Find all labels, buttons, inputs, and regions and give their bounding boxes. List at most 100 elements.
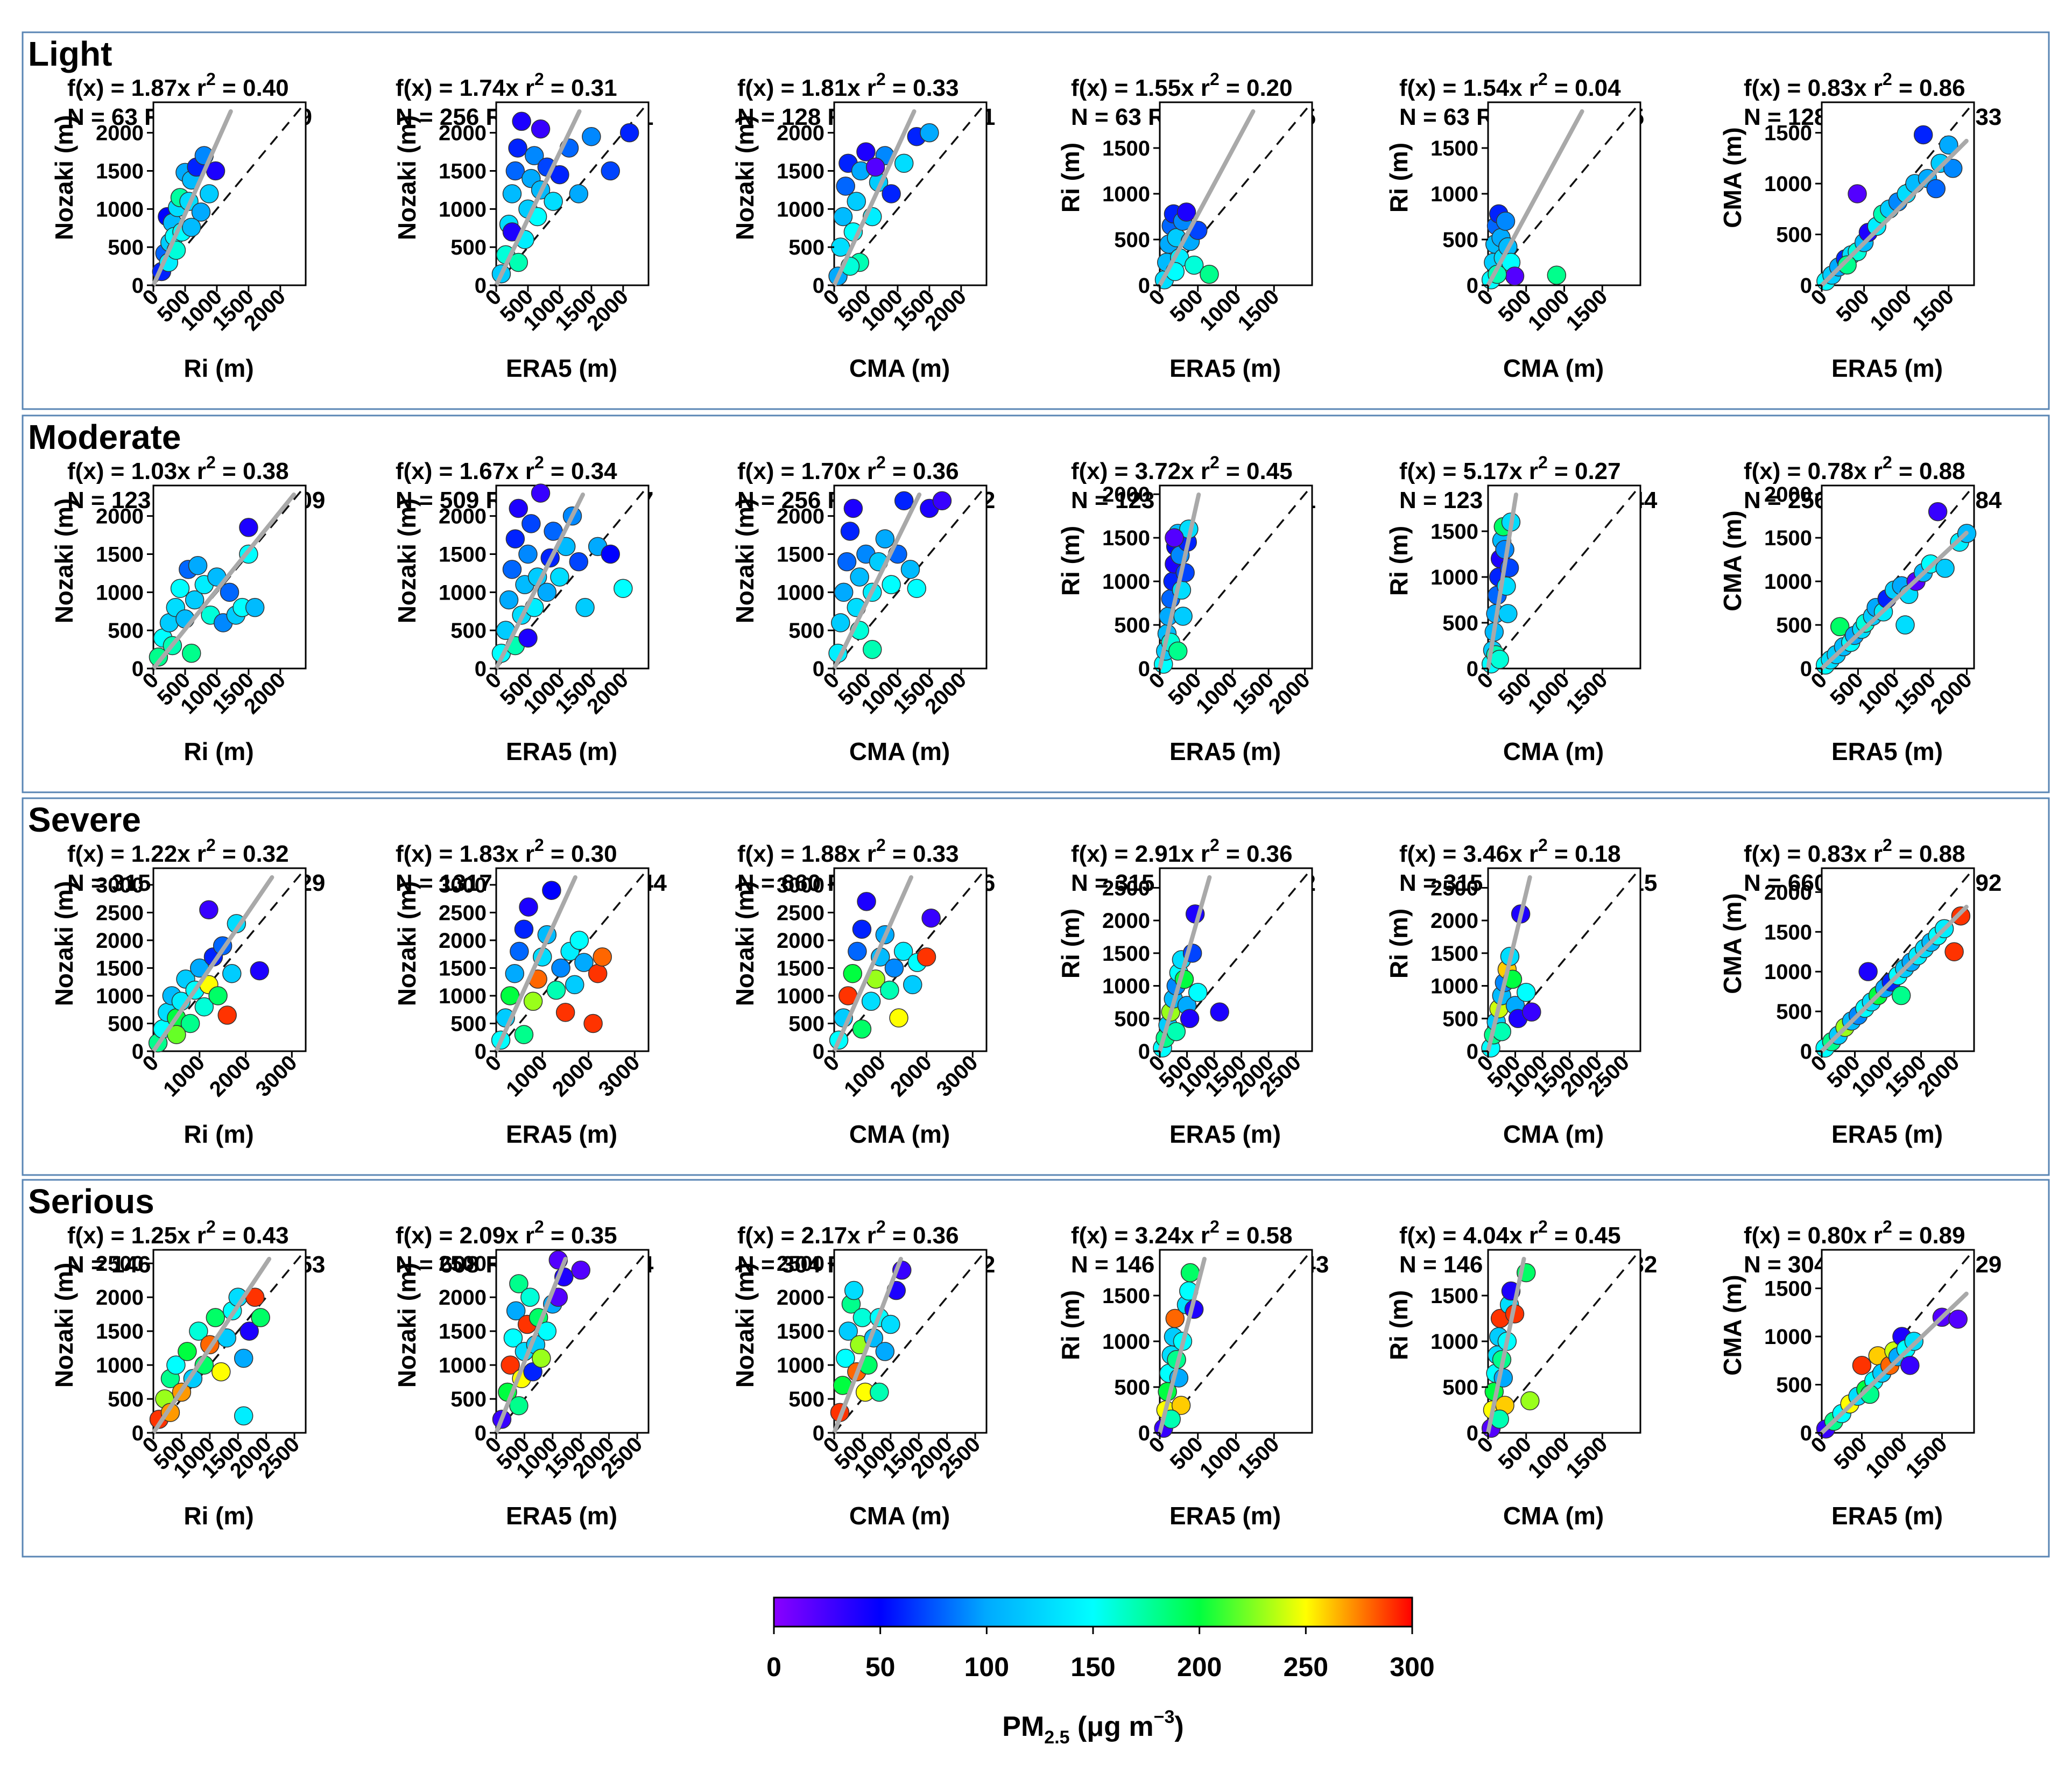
data-point (509, 1396, 528, 1416)
r-squared-exp: 2 (1210, 1217, 1220, 1236)
x-tick-label: 2000 (886, 1051, 936, 1101)
y-tick-label: 500 (108, 619, 144, 643)
y-tick-label: 1000 (439, 198, 487, 221)
x-axis-title: ERA5 (m) (1831, 354, 1943, 382)
y-tick-label: 2500 (777, 901, 824, 925)
x-axis-title: CMA (m) (1503, 1120, 1604, 1148)
y-tick-label: 1500 (1764, 122, 1812, 145)
row-title: Serious (28, 1182, 154, 1221)
data-point (1895, 615, 1915, 635)
data-point (1948, 1310, 1968, 1329)
x-axis-title: ERA5 (m) (1169, 1120, 1281, 1148)
fit-line (494, 109, 582, 287)
data-point (1848, 184, 1867, 203)
y-tick-label: 2500 (1102, 876, 1150, 900)
x-axis-title: Ri (m) (184, 737, 253, 765)
y-tick-label: 2000 (439, 505, 487, 529)
data-point (1928, 502, 1948, 522)
data-point (212, 1362, 231, 1382)
y-tick-label: 1000 (96, 198, 144, 221)
data-point (518, 544, 538, 564)
x-tick-label: 3000 (251, 1051, 302, 1101)
y-tick-label: 500 (1114, 1007, 1150, 1031)
fit-line (1158, 1257, 1207, 1435)
panel-fit-stat: f(x) = 0.78x r2 = 0.88 (1744, 453, 1965, 484)
data-point (180, 1014, 200, 1033)
x-tick-label: 1000 (1853, 668, 1904, 719)
pm25-colorbar: 0 50 100 150 200 250 300 PM2.5 (μg m−3) (766, 1596, 1435, 1748)
r-squared-value: = 0.36 (886, 1222, 959, 1249)
y-tick-label: 0 (475, 274, 487, 298)
y-tick-label: 2000 (439, 122, 487, 145)
panel-fit-stat: f(x) = 1.55x r2 = 0.20 (1071, 69, 1293, 101)
data-point (1173, 607, 1193, 626)
y-tick-label: 1500 (1764, 920, 1812, 944)
r-squared-value: = 0.33 (886, 841, 959, 867)
data-point (601, 161, 620, 181)
row-title: Light (28, 34, 112, 73)
data-point (1168, 641, 1188, 661)
r-squared-exp: 2 (1210, 69, 1220, 89)
data-point (1210, 1002, 1229, 1022)
y-tick-label: 0 (1467, 657, 1478, 681)
y-tick-label: 1500 (1430, 520, 1478, 544)
data-point (861, 991, 881, 1011)
data-point (502, 184, 522, 203)
y-tick-label: 2000 (777, 1286, 824, 1310)
panel-fit-stat: f(x) = 1.03x r2 = 0.38 (67, 453, 289, 484)
y-tick-label: 1500 (439, 543, 487, 567)
x-axis-title: CMA (m) (849, 1502, 950, 1530)
data-point (523, 991, 543, 1011)
y-axis-title: CMA (m) (1718, 510, 1746, 611)
fit-line (1486, 109, 1584, 287)
y-tick-label: 1500 (96, 956, 144, 980)
data-point (550, 567, 569, 587)
fit-line (832, 875, 914, 1053)
y-tick-label: 1000 (1764, 172, 1812, 196)
data-point (588, 964, 608, 983)
y-tick-label: 3000 (96, 874, 144, 897)
fit-equation: f(x) = 3.24x r (1071, 1222, 1210, 1249)
panel-serious-4: f(x) = 3.24x r2 = 0.58N = 146 RMSE = 416… (1056, 1217, 1329, 1530)
r-squared-exp: 2 (876, 453, 886, 472)
r-squared-exp: 2 (534, 69, 544, 89)
y-tick-label: 2000 (1430, 909, 1478, 933)
data-point (531, 119, 551, 139)
one-to-one-line (1159, 484, 1313, 670)
y-tick-label: 0 (132, 657, 144, 681)
y-tick-label: 2500 (96, 1252, 144, 1276)
data-point (1900, 1355, 1920, 1375)
fit-equation: f(x) = 1.70x r (737, 458, 876, 484)
r-squared-exp: 2 (1883, 835, 1892, 855)
data-point (505, 161, 525, 181)
x-axis-title: CMA (m) (849, 737, 950, 765)
panel-fit-stat: f(x) = 1.88x r2 = 0.33 (737, 835, 959, 867)
data-point (614, 579, 633, 598)
x-axis-title: CMA (m) (849, 1120, 950, 1148)
y-axis-title: Ri (m) (1385, 526, 1413, 596)
data-point (601, 544, 620, 564)
data-point (1165, 528, 1184, 547)
x-tick-label: 1000 (159, 1051, 209, 1101)
fit-line (494, 875, 577, 1053)
fit-line (832, 492, 922, 671)
data-point (512, 111, 531, 131)
y-tick-label: 1000 (1102, 1330, 1150, 1354)
data-point (200, 184, 219, 203)
data-point (170, 579, 190, 598)
data-point (182, 217, 201, 237)
data-point (505, 529, 525, 548)
r-squared-value: = 0.30 (544, 841, 617, 867)
y-tick-label: 1000 (1764, 960, 1812, 984)
y-tick-label: 2500 (777, 1252, 824, 1276)
y-axis-title: Ri (m) (1385, 909, 1413, 979)
y-axis-title: CMA (m) (1718, 1275, 1746, 1375)
data-point (844, 1280, 864, 1300)
y-tick-label: 2500 (439, 1252, 487, 1276)
x-tick-label: 2000 (1264, 668, 1315, 719)
fit-line (151, 109, 233, 287)
row-frame (22, 1179, 2050, 1558)
data-point (1858, 962, 1878, 981)
y-tick-label: 0 (132, 1422, 144, 1445)
